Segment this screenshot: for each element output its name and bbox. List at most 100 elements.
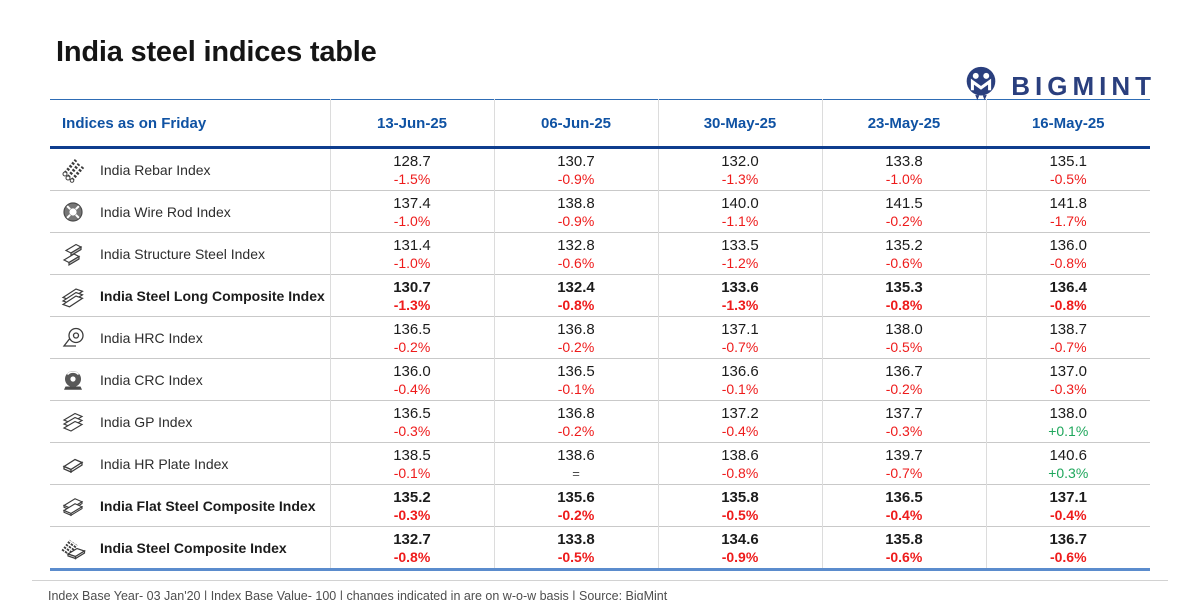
table-row: India Wire Rod Index 137.4 -1.0% 138.8 -0.9%… [50, 190, 1150, 233]
index-label-cell: India HR Plate Index [50, 442, 331, 485]
index-value: 136.7 [885, 362, 923, 380]
index-value: 132.0 [721, 152, 759, 170]
wow-change: -0.3% [393, 507, 431, 524]
index-name: India Flat Steel Composite Index [100, 497, 316, 514]
wow-change: -0.4% [721, 423, 759, 440]
table-row: India HR Plate Index 138.5 -0.1% 138.6 = 138.… [50, 442, 1150, 485]
wow-change: -0.7% [721, 339, 759, 356]
index-value: 137.1 [1049, 488, 1088, 506]
index-value: 138.0 [885, 320, 923, 338]
index-name: India Steel Composite Index [100, 539, 287, 556]
index-value: 132.4 [557, 278, 595, 296]
index-value: 130.7 [557, 152, 595, 170]
value-cell: 128.7 -1.5% [330, 147, 495, 191]
index-value: 138.5 [393, 446, 431, 464]
wow-change: -0.8% [393, 549, 431, 566]
wow-change: -0.4% [1049, 507, 1087, 524]
rebar-bundle-icon [58, 157, 88, 183]
wow-change: -1.0% [393, 213, 431, 230]
index-name: India HRC Index [100, 329, 203, 346]
wow-change: -0.5% [885, 339, 923, 356]
index-value: 136.5 [393, 320, 431, 338]
index-value: 137.7 [885, 404, 923, 422]
index-value: 136.0 [1049, 236, 1088, 254]
value-cell: 138.5 -0.1% [330, 442, 495, 485]
wow-change: -1.7% [1049, 213, 1087, 230]
index-value: 139.7 [885, 446, 923, 464]
value-cell: 135.8 -0.6% [822, 526, 987, 570]
index-name: India CRC Index [100, 371, 203, 388]
wow-change: -0.8% [885, 297, 923, 314]
index-value: 137.1 [721, 320, 759, 338]
wow-change: -0.8% [557, 297, 595, 314]
wow-change: -0.2% [557, 507, 595, 524]
value-cell: 136.0 -0.4% [330, 358, 495, 401]
wow-change: -0.9% [557, 171, 595, 188]
date-column-header: 30-May-25 [658, 99, 823, 149]
footer-note: Index Base Year- 03 Jan'20 | Index Base … [32, 580, 1168, 600]
label-column-header: Indices as on Friday [50, 99, 331, 149]
value-cell: 136.4 -0.8% [986, 274, 1150, 317]
bigmint-logo-icon [960, 62, 1002, 111]
index-value: 133.8 [885, 152, 923, 170]
value-cell: 134.6 -0.9% [658, 526, 823, 570]
value-cell: 137.1 -0.7% [658, 316, 823, 359]
index-name: India GP Index [100, 413, 193, 430]
wow-change: -0.6% [1049, 549, 1087, 566]
index-value: 140.6 [1049, 446, 1088, 464]
wow-change: -0.4% [393, 381, 431, 398]
value-cell: 135.2 -0.3% [330, 484, 495, 527]
index-value: 137.4 [393, 194, 431, 212]
table-row: India Steel Long Composite Index 130.7 -1.… [50, 274, 1150, 317]
index-value: 133.5 [721, 236, 759, 254]
index-value: 138.8 [557, 194, 595, 212]
bigmint-logo-text: BIGMINT [1011, 71, 1156, 101]
value-cell: 136.5 -0.4% [822, 484, 987, 527]
index-value: 130.7 [393, 278, 431, 296]
value-cell: 138.7 -0.7% [986, 316, 1150, 359]
index-value: 132.7 [393, 530, 431, 548]
index-name: India Wire Rod Index [100, 203, 231, 220]
value-cell: 137.0 -0.3% [986, 358, 1150, 401]
crc-coil-icon [58, 367, 88, 393]
value-cell: 132.4 -0.8% [494, 274, 659, 317]
index-label-cell: India Wire Rod Index [50, 190, 331, 233]
wow-change: -0.2% [557, 423, 595, 440]
index-label-cell: India HRC Index [50, 316, 331, 359]
index-value: 137.0 [1049, 362, 1088, 380]
wow-change: -1.2% [721, 255, 759, 272]
date-column-header: 06-Jun-25 [494, 99, 659, 149]
index-value: 128.7 [393, 152, 431, 170]
wow-change: -0.6% [885, 255, 923, 272]
value-cell: 137.1 -0.4% [986, 484, 1150, 527]
value-cell: 135.3 -0.8% [822, 274, 987, 317]
index-value: 135.2 [393, 488, 431, 506]
index-value: 136.7 [1049, 530, 1088, 548]
index-value: 136.8 [557, 320, 595, 338]
value-cell: 136.5 -0.3% [330, 400, 495, 443]
wow-change: -0.1% [721, 381, 759, 398]
index-value: 134.6 [721, 530, 759, 548]
index-value: 135.1 [1049, 152, 1088, 170]
wow-change: -1.0% [393, 255, 431, 272]
value-cell: 136.7 -0.6% [986, 526, 1150, 570]
value-cell: 139.7 -0.7% [822, 442, 987, 485]
wow-change: -0.7% [1049, 339, 1087, 356]
wow-change: -1.3% [721, 171, 759, 188]
index-value: 138.6 [557, 447, 595, 465]
wow-change: -0.2% [557, 339, 595, 356]
table-row: India CRC Index 136.0 -0.4% 136.5 -0.1% 136.6… [50, 358, 1150, 401]
index-value: 133.6 [721, 278, 759, 296]
value-cell: 131.4 -1.0% [330, 232, 495, 275]
date-column-header: 23-May-25 [822, 99, 987, 149]
value-cell: 136.5 -0.1% [494, 358, 659, 401]
index-name: India Structure Steel Index [100, 245, 265, 262]
value-cell: 138.0 +0.1% [986, 400, 1150, 443]
table-row: India GP Index 136.5 -0.3% 136.8 -0.2% 137.2-… [50, 400, 1150, 443]
date-column-header: 16-May-25 [986, 99, 1150, 149]
table-row: India Rebar Index 128.7 -1.5% 130.7 -0.9% 132… [50, 147, 1150, 191]
value-cell: 141.8 -1.7% [986, 190, 1150, 233]
flat-steel-stack-icon [58, 493, 88, 519]
index-label-cell: India Rebar Index [50, 147, 331, 191]
value-cell: 138.8 -0.9% [494, 190, 659, 233]
